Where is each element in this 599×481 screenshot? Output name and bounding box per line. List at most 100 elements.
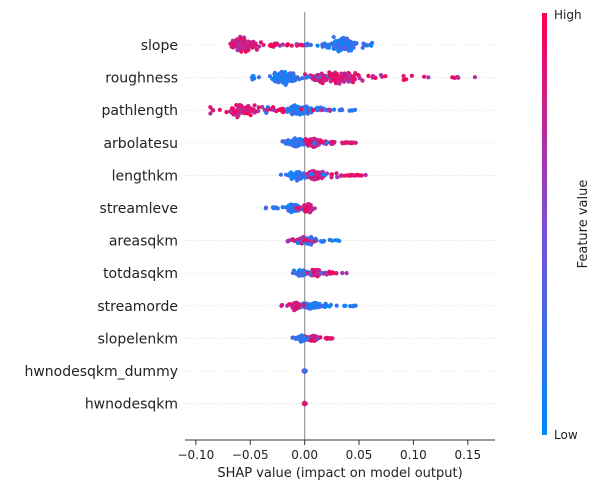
- shap-dot: [349, 48, 354, 53]
- shap-dot: [262, 107, 267, 113]
- shap-dot: [349, 172, 354, 177]
- shap-dot: [315, 43, 320, 48]
- shap-dot: [333, 38, 338, 44]
- shap-dot: [315, 72, 321, 78]
- shap-dot: [323, 301, 328, 306]
- feature-label: streamorde: [97, 299, 178, 315]
- shap-dot: [248, 40, 253, 45]
- shap-dot: [305, 43, 310, 48]
- shap-dot: [369, 43, 374, 48]
- shap-dot: [235, 48, 240, 53]
- shap-dot: [294, 42, 299, 47]
- shap-dot: [298, 112, 303, 117]
- shap-dot: [311, 270, 317, 275]
- shap-dot: [363, 172, 368, 178]
- shap-dot: [311, 77, 316, 82]
- shap-dot: [289, 71, 294, 76]
- shap-dot: [303, 138, 308, 143]
- shap-dot: [351, 45, 356, 50]
- shap-dot: [315, 105, 320, 110]
- shap-dot: [280, 139, 285, 144]
- shap-dot: [306, 238, 311, 243]
- shap-dot: [232, 41, 237, 46]
- shap-dot: [354, 172, 360, 177]
- shap-dot: [253, 109, 258, 114]
- shap-dot: [335, 238, 340, 243]
- shap-dot: [321, 172, 326, 177]
- colorbar-low-label: Low: [554, 428, 578, 442]
- shap-dot: [284, 172, 289, 177]
- feature-labels: slope roughness pathlength arbolatesu length…: [24, 38, 178, 413]
- shap-dot: [289, 170, 294, 175]
- shap-dot: [294, 336, 299, 341]
- shap-dot: [276, 72, 281, 77]
- shap-dot: [312, 239, 317, 244]
- shap-dot: [294, 141, 299, 146]
- shap-dot: [305, 205, 310, 210]
- feature-label: lengthkm: [112, 168, 178, 184]
- shap-dot: [311, 335, 316, 340]
- shap-dot: [329, 175, 334, 180]
- shap-dot: [319, 139, 324, 145]
- shap-dot: [224, 110, 229, 115]
- shap-dot: [318, 304, 323, 309]
- shap-dot: [246, 43, 252, 48]
- shap-dot: [321, 75, 326, 80]
- shap-dot: [254, 47, 259, 52]
- shap-dot: [233, 109, 238, 114]
- shap-dot: [278, 172, 283, 177]
- shap-dot: [336, 42, 341, 48]
- shap-dot: [285, 42, 290, 48]
- shap-dot: [236, 113, 241, 118]
- shap-dot: [353, 107, 358, 112]
- shap-dot: [300, 273, 305, 278]
- shap-dot: [327, 42, 332, 47]
- shap-dot: [318, 335, 323, 340]
- shap-dot: [282, 74, 287, 79]
- shap-dot: [252, 44, 257, 49]
- shap-dot: [289, 43, 294, 48]
- feature-gridlines: [185, 44, 495, 404]
- shap-dot: [301, 401, 306, 406]
- shap-dot: [290, 270, 296, 276]
- shap-dot: [268, 107, 273, 112]
- feature-label: totdasqkm: [103, 266, 178, 282]
- shap-dot: [305, 270, 310, 276]
- shap-dot: [337, 108, 342, 113]
- shap-dot: [274, 79, 279, 84]
- shap-dot: [360, 78, 365, 83]
- shap-dot: [314, 137, 319, 142]
- shap-dot: [217, 107, 222, 112]
- shap-dot: [360, 45, 365, 50]
- shap-dot: [230, 106, 235, 111]
- shap-dot: [353, 41, 358, 47]
- shap-dot: [256, 75, 262, 80]
- shap-dot: [353, 71, 358, 76]
- shap-dot: [309, 176, 314, 181]
- x-axis: −0.10 −0.05 0.00 0.05 0.10 0.15: [177, 439, 495, 462]
- shap-dot: [208, 105, 213, 110]
- shap-dot: [339, 42, 345, 47]
- shap-dot: [258, 40, 263, 45]
- shap-dot: [383, 74, 388, 79]
- shap-dot: [362, 42, 367, 47]
- shap-dot: [304, 75, 309, 80]
- shap-dot: [297, 271, 302, 276]
- shap-dot: [241, 45, 246, 50]
- shap-dot: [339, 71, 344, 76]
- shap-dot: [287, 78, 292, 83]
- shap-dot: [450, 75, 455, 80]
- shap-dot: [271, 206, 276, 211]
- x-tick-label: 0.10: [400, 448, 427, 462]
- shap-dot: [290, 206, 295, 211]
- shap-dot: [290, 237, 295, 242]
- shap-dot: [455, 74, 460, 80]
- shap-dot: [342, 303, 347, 308]
- shap-dot: [332, 107, 337, 112]
- shap-dot: [234, 103, 239, 108]
- feature-label: pathlength: [102, 103, 178, 119]
- colorbar-title: Feature value: [576, 180, 591, 269]
- shap-dot: [256, 44, 262, 49]
- shap-dot: [327, 304, 332, 309]
